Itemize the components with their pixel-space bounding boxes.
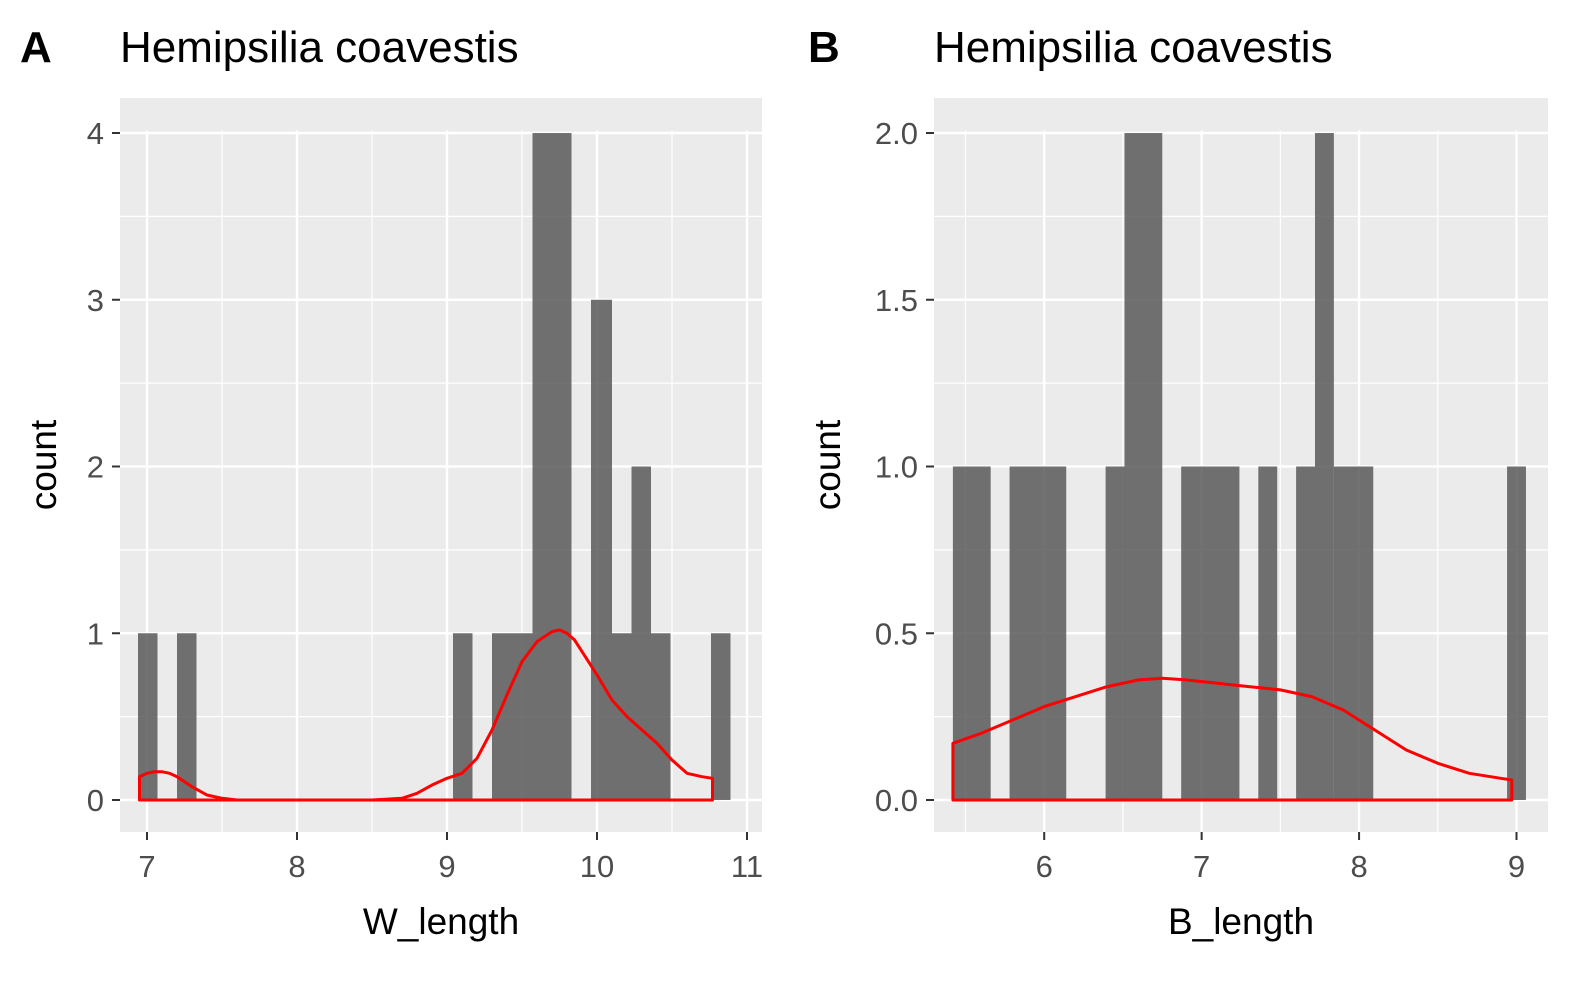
histogram-bar [1314,133,1334,800]
panel-a-x-ticks: 7 8 9 10 11 [138,832,763,884]
x-tick-label: 9 [1508,849,1525,884]
panel-a-title: Hemipsilia coavestis [120,23,519,72]
x-tick-label: 9 [438,849,455,884]
histogram-bar [453,633,473,800]
panel-b-x-axis-title: B_length [1168,901,1314,942]
panel-b-bars [952,133,1526,800]
x-tick-label: 7 [138,849,155,884]
histogram-bar [1009,466,1067,800]
y-tick-label: 2 [87,450,104,485]
histogram-bar [711,633,731,800]
y-tick-label: 0 [87,783,104,818]
x-tick-label: 10 [580,849,614,884]
y-tick-label: 3 [87,283,104,318]
y-tick-label: 1.0 [875,450,918,485]
panel-a-bars [138,133,731,800]
histogram-bar [1507,466,1526,800]
x-tick-label: 8 [288,849,305,884]
histogram-bar [532,133,572,800]
histogram-bar [1296,466,1315,800]
histogram-bar [138,633,158,800]
histogram-bar [1105,466,1125,800]
panel-b-density [951,676,1514,802]
histogram-bar [177,633,197,800]
panel-b-y-axis-title: count [807,419,848,510]
histogram-bar [591,299,612,800]
histogram-bar [612,633,632,800]
histogram-bar [631,466,651,800]
panel-b-x-ticks: 6 7 8 9 [1036,832,1525,884]
panel-a-density [138,628,714,802]
histogram-bar [651,633,671,800]
density-curve [138,628,714,802]
histogram-bar [1333,466,1374,800]
panel-b-title: Hemipsilia coavestis [934,23,1333,72]
histogram-bar [952,466,991,800]
y-tick-label: 0.0 [875,783,918,818]
x-tick-label: 8 [1350,849,1367,884]
x-tick-label: 6 [1036,849,1053,884]
x-tick-label: 11 [731,849,763,884]
y-tick-label: 1.5 [875,283,918,318]
panel-a: A Hemipsilia coavestis 7 8 9 10 11 0 1 2 3 4 W_l… [20,23,763,942]
histogram-bar [1258,466,1278,800]
y-tick-label: 4 [87,116,104,151]
panel-a-y-axis-title: count [23,419,64,510]
panel-b-label: B [808,23,840,72]
y-tick-label: 1 [87,616,104,651]
y-tick-label: 0.5 [875,616,918,651]
y-tick-label: 2.0 [875,116,918,151]
panel-b: B Hemipsilia coavestis 6 7 8 9 0.0 0.5 1.0 1.5… [807,23,1548,942]
x-tick-label: 7 [1193,849,1210,884]
density-curve [951,676,1514,802]
panel-a-y-ticks: 0 1 2 3 4 [87,116,120,818]
histogram-bar [1181,466,1240,800]
histogram-bar [1124,133,1163,800]
panel-a-label: A [20,23,52,72]
panel-a-x-axis-title: W_length [363,901,519,942]
panel-b-y-ticks: 0.0 0.5 1.0 1.5 2.0 [875,116,934,818]
